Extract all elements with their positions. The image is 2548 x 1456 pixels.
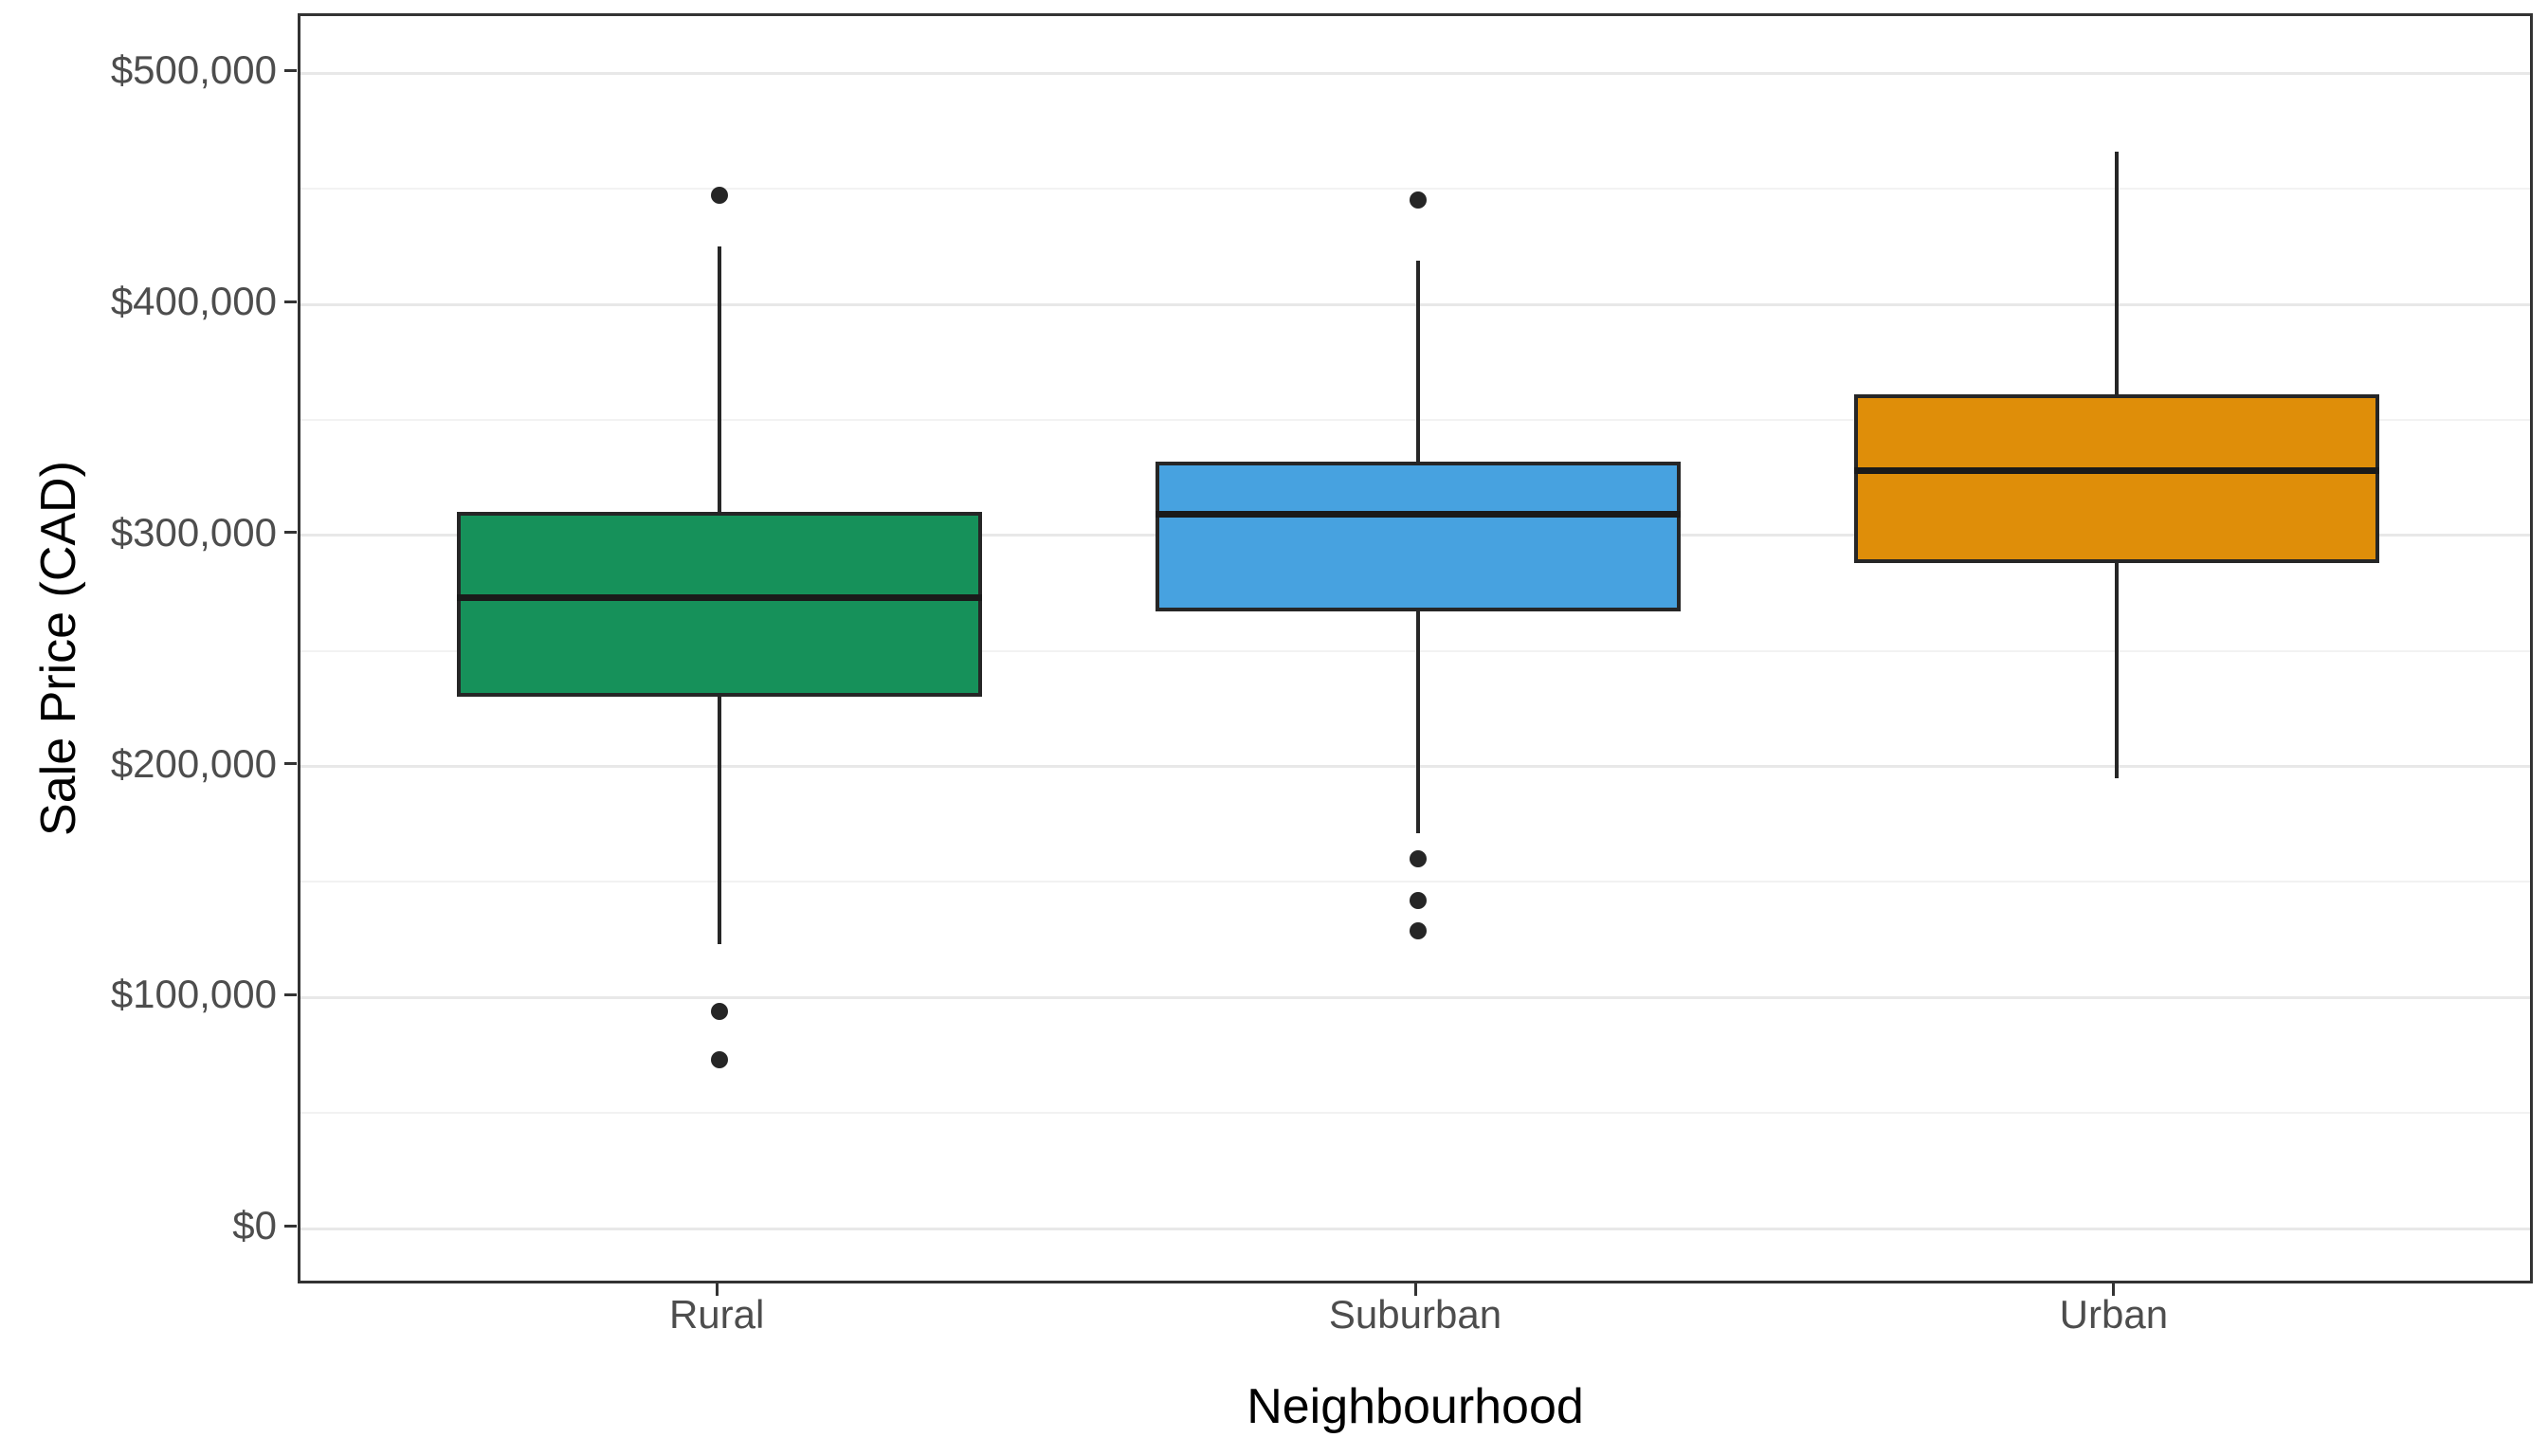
median-line-suburban bbox=[1156, 511, 1681, 519]
x-tick-label-suburban: Suburban bbox=[1328, 1292, 1502, 1337]
y-gridline-minor bbox=[300, 188, 2530, 191]
x-tick-mark bbox=[715, 1283, 719, 1296]
y-tick-label: $0 bbox=[232, 1203, 277, 1247]
y-gridline-major bbox=[300, 1227, 2530, 1230]
x-axis-title: Neighbourhood bbox=[1247, 1379, 1584, 1434]
y-gridline-major bbox=[300, 71, 2530, 75]
y-tick-label: $200,000 bbox=[110, 740, 277, 786]
y-gridline-major bbox=[300, 765, 2530, 768]
outlier-dot-rural bbox=[711, 1002, 729, 1020]
upper-whisker-suburban bbox=[1416, 260, 1420, 462]
y-tick-mark bbox=[284, 531, 297, 535]
x-tick-mark bbox=[1413, 1283, 1417, 1296]
y-tick-mark bbox=[284, 992, 297, 996]
y-tick-label: $300,000 bbox=[110, 509, 277, 555]
lower-whisker-urban bbox=[2114, 563, 2119, 778]
median-line-rural bbox=[457, 594, 983, 602]
y-tick-mark bbox=[284, 68, 297, 72]
y-gridline-major bbox=[300, 995, 2530, 999]
outlier-dot-rural bbox=[711, 187, 729, 205]
y-gridline-major bbox=[300, 302, 2530, 306]
y-tick-label: $100,000 bbox=[110, 972, 277, 1017]
outlier-dot-rural bbox=[711, 1051, 729, 1069]
plot-panel bbox=[298, 13, 2533, 1283]
y-gridline-minor bbox=[300, 1112, 2530, 1115]
lower-whisker-rural bbox=[718, 697, 722, 945]
outlier-dot-suburban bbox=[1410, 891, 1427, 909]
x-tick-label-rural: Rural bbox=[668, 1292, 765, 1337]
upper-whisker-rural bbox=[718, 246, 722, 513]
y-gridline-minor bbox=[300, 881, 2530, 883]
y-gridline-minor bbox=[300, 649, 2530, 652]
y-gridline-minor bbox=[300, 418, 2530, 421]
upper-whisker-urban bbox=[2114, 152, 2119, 395]
median-line-urban bbox=[1853, 467, 2379, 474]
outlier-dot-suburban bbox=[1410, 850, 1427, 867]
lower-whisker-suburban bbox=[1416, 611, 1420, 834]
x-tick-label-urban: Urban bbox=[2059, 1292, 2169, 1337]
boxplot-box-rural bbox=[457, 512, 983, 698]
y-tick-mark bbox=[284, 762, 297, 765]
boxplot-box-suburban bbox=[1156, 461, 1681, 612]
outlier-dot-suburban bbox=[1410, 191, 1427, 209]
y-tick-mark bbox=[284, 300, 297, 303]
y-tick-mark bbox=[284, 1224, 297, 1228]
boxplot-box-urban bbox=[1853, 394, 2379, 563]
outlier-dot-suburban bbox=[1410, 921, 1427, 939]
y-tick-label: $500,000 bbox=[110, 47, 277, 93]
x-tick-mark bbox=[2112, 1283, 2116, 1296]
y-tick-label: $400,000 bbox=[110, 279, 277, 323]
